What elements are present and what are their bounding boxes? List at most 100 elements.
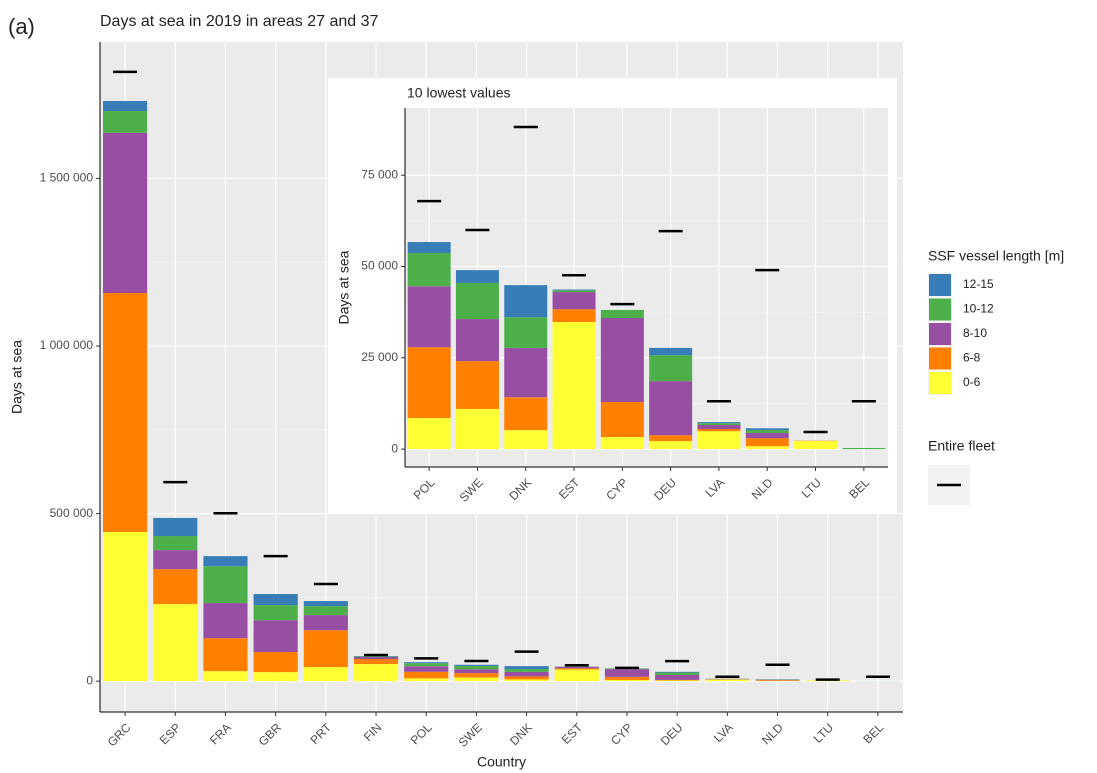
bar-segment <box>504 397 548 431</box>
x-tick-label: GRC <box>105 720 134 749</box>
bar-segment <box>745 433 789 439</box>
x-tick-label: POL <box>408 720 435 747</box>
legend-label: 0-6 <box>963 375 981 389</box>
bar-segment <box>153 536 198 551</box>
bar-segment <box>600 437 644 450</box>
x-tick-label: LVA <box>711 720 736 745</box>
legend-label: 8-10 <box>963 326 987 340</box>
bar-segment <box>455 270 499 283</box>
bar-segment <box>552 292 596 310</box>
bar-segment <box>203 556 248 567</box>
y-tick-label: 1 500 000 <box>40 171 94 185</box>
bar-segment <box>404 671 449 679</box>
bar-segment <box>454 669 499 674</box>
bar-segment <box>407 242 451 253</box>
bar-segment <box>253 672 298 682</box>
bar-segment <box>705 679 750 682</box>
legend-title: SSF vessel length [m] <box>928 248 1064 264</box>
legend-swatch <box>929 347 951 370</box>
bar-segment <box>649 381 693 436</box>
bar-segment <box>504 317 548 348</box>
x-axis-title: Country <box>477 754 526 770</box>
bar-segment <box>554 668 599 670</box>
bar-segment <box>504 669 549 672</box>
bar-segment <box>303 667 348 682</box>
bar-segment <box>153 604 198 682</box>
bar-segment <box>504 430 548 450</box>
bar-segment <box>604 669 650 677</box>
bar-segment <box>103 132 148 294</box>
y-tick-label: 25 000 <box>361 350 398 364</box>
bar-segment <box>455 319 499 362</box>
x-tick-label: NLD <box>759 720 786 747</box>
bar-segment <box>353 664 399 682</box>
x-tick-label: FIN <box>361 720 385 744</box>
bar-segment <box>504 666 549 670</box>
bar-segment <box>454 665 499 670</box>
bar-segment <box>745 430 789 434</box>
legend-label: 10-12 <box>963 302 994 316</box>
bar-segment <box>649 355 693 382</box>
bar-segment <box>554 666 599 669</box>
bar-segment <box>253 620 298 653</box>
y-axis-title: Days at sea <box>9 340 25 414</box>
bar-segment <box>504 676 549 680</box>
x-tick-label: DEU <box>658 720 686 748</box>
bar-segment <box>353 657 399 660</box>
x-tick-label: CYP <box>608 720 635 747</box>
x-tick-label: GBR <box>256 720 285 749</box>
bar-segment <box>353 656 399 658</box>
bar-segment <box>407 252 451 287</box>
bar-segment <box>655 672 700 675</box>
bar-segment <box>794 441 838 450</box>
bar-segment <box>153 517 198 537</box>
bar-segment <box>203 638 248 672</box>
bar-segment <box>253 652 298 673</box>
x-tick-label: EST <box>559 720 586 747</box>
x-tick-label: BEL <box>860 720 886 746</box>
x-tick-label: DNK <box>507 720 535 748</box>
bar-segment <box>303 601 348 607</box>
legend-label: 6-8 <box>963 351 981 365</box>
y-tick-label: 1 000 000 <box>40 338 94 352</box>
bar-segment <box>303 630 348 668</box>
bar-segment <box>454 664 499 666</box>
chart-title: Days at sea in 2019 in areas 27 and 37 <box>100 13 379 30</box>
bar-segment <box>504 679 549 682</box>
bar-segment <box>655 674 700 680</box>
bar-segment <box>253 605 298 621</box>
bar-segment <box>604 676 650 681</box>
bar-segment <box>745 438 789 447</box>
bar-segment <box>455 361 499 409</box>
bar-segment <box>504 347 548 398</box>
bar-segment <box>755 680 800 681</box>
bar-segment <box>103 100 148 112</box>
bar-segment <box>454 673 499 678</box>
inset-title: 10 lowest values <box>407 85 511 101</box>
bar-segment <box>745 428 789 431</box>
panel-label: (a) <box>8 14 35 39</box>
bar-segment <box>504 671 549 677</box>
bar-segment <box>655 671 700 673</box>
bar-segment <box>842 448 886 450</box>
bar-segment <box>649 441 693 450</box>
bar-segment <box>404 678 449 682</box>
bar-segment <box>504 285 548 318</box>
bar-segment <box>552 309 596 323</box>
bar-segment <box>153 550 198 570</box>
bar-segment <box>203 671 248 682</box>
x-tick-label: FRA <box>207 720 234 747</box>
bar-segment <box>552 322 596 450</box>
x-tick-label: LTU <box>811 720 836 745</box>
bar-segment <box>407 286 451 348</box>
legend-swatch <box>929 298 951 321</box>
y-tick-label: 50 000 <box>361 259 398 273</box>
x-tick-label: PRT <box>307 720 334 747</box>
legend-swatch <box>929 372 951 394</box>
bar-segment <box>455 408 499 450</box>
bar-segment <box>745 446 789 450</box>
legend-swatch <box>929 274 951 296</box>
y-tick-label: 0 <box>391 441 398 455</box>
